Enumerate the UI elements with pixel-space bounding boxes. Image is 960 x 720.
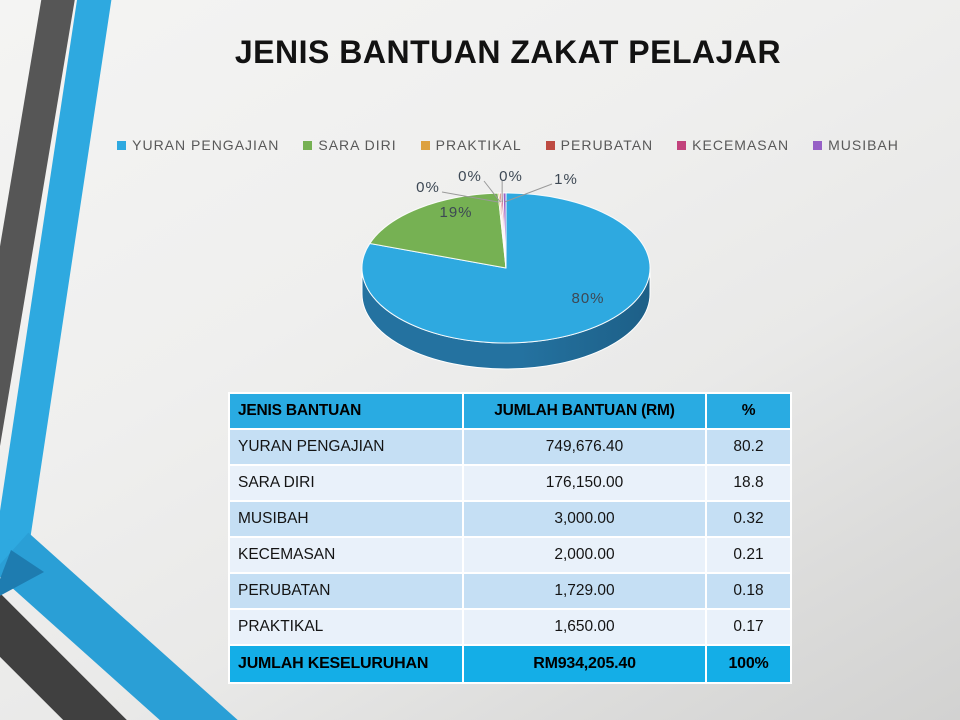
table-cell: 0.17 (705, 608, 792, 646)
legend-swatch-icon (545, 140, 555, 150)
table-cell: MUSIBAH (228, 500, 464, 538)
table-cell: 0.18 (705, 572, 792, 610)
pie-chart: 80% 19% 0% 0% 0% 1% (361, 168, 651, 370)
total-percent: 100% (705, 644, 792, 684)
pie-slice (361, 192, 651, 344)
legend-item: SARA DIRI (303, 137, 396, 153)
total-amount: RM934,205.40 (462, 644, 707, 684)
table-cell: KECEMASAN (228, 536, 464, 574)
table-cell: SARA DIRI (228, 464, 464, 502)
chart-legend: YURAN PENGAJIAN SARA DIRI PRAKTIKAL PERUBAT… (56, 137, 960, 153)
table-row: YURAN PENGAJIAN 749,676.40 80.2 (228, 428, 792, 466)
table-row: KECEMASAN 2,000.00 0.21 (228, 536, 792, 574)
legend-item: MUSIBAH (813, 137, 899, 153)
table-cell: 1,650.00 (462, 608, 707, 646)
legend-swatch-icon (813, 140, 823, 150)
legend-label: MUSIBAH (828, 137, 899, 153)
legend-swatch-icon (117, 140, 127, 150)
legend-swatch-icon (303, 140, 313, 150)
table-cell: 0.21 (705, 536, 792, 574)
blue-ribbon-upper (0, 0, 112, 555)
table-body: YURAN PENGAJIAN 749,676.40 80.2 SARA DIRI 17… (228, 428, 792, 646)
table-header-row: JENIS BANTUAN JUMLAH BANTUAN (RM) % (228, 392, 792, 430)
legend-swatch-icon (420, 140, 430, 150)
legend-item: KECEMASAN (677, 137, 789, 153)
legend-swatch-icon (677, 140, 687, 150)
slide-title: JENIS BANTUAN ZAKAT PELAJAR (234, 34, 782, 70)
table-cell: YURAN PENGAJIAN (228, 428, 464, 466)
table-row: SARA DIRI 176,150.00 18.8 (228, 464, 792, 502)
pie-leader-line (504, 183, 553, 203)
table-cell: PERUBATAN (228, 572, 464, 610)
pie-data-label: 0% (416, 179, 440, 196)
bantuan-table: JENIS BANTUAN JUMLAH BANTUAN (RM) % YURA… (228, 392, 792, 684)
table-cell: 0.32 (705, 500, 792, 538)
pie-data-label: 80% (571, 290, 604, 307)
pie-data-label: 0% (458, 168, 482, 185)
table-cell: 1,729.00 (462, 572, 707, 610)
legend-item: PRAKTIKAL (420, 137, 522, 153)
table-cell: 749,676.40 (462, 428, 707, 466)
pie-data-label: 19% (439, 204, 472, 221)
pie-data-label: 1% (554, 171, 578, 188)
table-cell: 18.8 (705, 464, 792, 502)
header-jumlah-bantuan: JUMLAH BANTUAN (RM) (462, 392, 707, 430)
legend-label: YURAN PENGAJIAN (132, 137, 280, 153)
table-total-row: JUMLAH KESELURUHAN RM934,205.40 100% (228, 644, 792, 684)
legend-label: PERUBATAN (560, 137, 654, 153)
table-row: MUSIBAH 3,000.00 0.32 (228, 500, 792, 538)
legend-item: PERUBATAN (545, 137, 654, 153)
table-cell: 80.2 (705, 428, 792, 466)
pie-slice (369, 192, 507, 269)
table-row: PERUBATAN 1,729.00 0.18 (228, 572, 792, 610)
gray-ribbon-lower (0, 593, 127, 720)
pie-leader-line (483, 180, 501, 203)
table-row: PRAKTIKAL 1,650.00 0.17 (228, 608, 792, 646)
header-jenis-bantuan: JENIS BANTUAN (228, 392, 464, 430)
pie-leader-line (441, 191, 499, 203)
table-cell: 2,000.00 (462, 536, 707, 574)
table-cell: 3,000.00 (462, 500, 707, 538)
legend-label: SARA DIRI (318, 137, 397, 153)
table-cell: 176,150.00 (462, 464, 707, 502)
total-label: JUMLAH KESELURUHAN (228, 644, 464, 684)
legend-label: PRAKTIKAL (435, 137, 522, 153)
legend-label: KECEMASAN (692, 137, 790, 153)
legend-item: YURAN PENGAJIAN (117, 137, 279, 153)
bantuan-table-container: JENIS BANTUAN JUMLAH BANTUAN (RM) % YURA… (228, 392, 792, 684)
pie-slice (502, 192, 507, 269)
blue-ribbon-lower (0, 532, 238, 720)
blue-ribbon-fold-shadow (0, 550, 44, 596)
table-cell: PRAKTIKAL (228, 608, 464, 646)
pie-data-label: 0% (499, 168, 523, 185)
header-percent: % (705, 392, 792, 430)
gray-ribbon-upper (0, 0, 75, 447)
